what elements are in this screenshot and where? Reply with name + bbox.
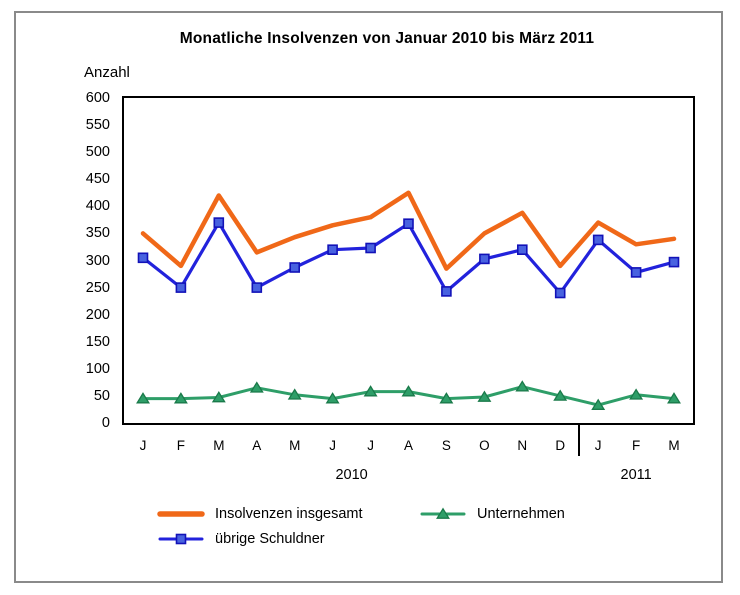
x-tick-label: F bbox=[631, 438, 641, 453]
legend-label: Insolvenzen insgesamt bbox=[215, 506, 363, 522]
y-axis-title: Anzahl bbox=[84, 64, 130, 81]
x-tick-label: O bbox=[479, 438, 490, 453]
triangle-marker bbox=[477, 390, 492, 402]
series-line bbox=[141, 220, 676, 295]
x-tick-label: F bbox=[176, 438, 186, 453]
square-marker bbox=[137, 252, 149, 264]
square-marker bbox=[289, 262, 300, 273]
triangle-marker bbox=[667, 392, 681, 404]
figure-border bbox=[14, 11, 723, 583]
square-marker bbox=[403, 218, 414, 229]
triangle-marker bbox=[249, 381, 264, 393]
square-marker bbox=[516, 244, 528, 255]
y-tick-label: 550 bbox=[85, 117, 110, 134]
square-marker bbox=[592, 234, 604, 246]
y-tick-label: 50 bbox=[93, 387, 110, 404]
legend-line-square-icon bbox=[158, 533, 204, 545]
x-tick-label: A bbox=[252, 438, 262, 453]
legend-item-insolvenzen-insgesamt: Insolvenzen insgesamt bbox=[157, 506, 363, 522]
chart-title: Monatliche Insolvenzen von Januar 2010 b… bbox=[179, 30, 595, 47]
square-marker bbox=[554, 287, 566, 299]
y-tick-label: 500 bbox=[85, 144, 110, 161]
chart-canvas bbox=[136, 190, 681, 410]
x-tick-label: A bbox=[403, 438, 413, 453]
y-tick-label: 450 bbox=[85, 171, 110, 188]
y-tick-label: 300 bbox=[85, 252, 110, 269]
x-tick-label: S bbox=[441, 438, 451, 453]
x-tick-label: J bbox=[329, 438, 336, 453]
x-tick-label: M bbox=[289, 438, 301, 453]
square-marker bbox=[630, 267, 642, 278]
triangle-marker bbox=[136, 392, 150, 404]
legend-label: übrige Schuldner bbox=[215, 531, 325, 547]
y-tick-label: 600 bbox=[85, 90, 110, 106]
x-tick-label: J bbox=[367, 438, 374, 453]
square-marker bbox=[479, 253, 490, 265]
legend-label: Unternehmen bbox=[477, 506, 565, 522]
x-tick-label: J bbox=[594, 438, 602, 453]
triangle-marker bbox=[629, 388, 644, 400]
square-marker bbox=[365, 242, 376, 254]
x-tick-label: M bbox=[213, 438, 225, 453]
y-tick-label: 250 bbox=[85, 279, 110, 296]
triangle-marker bbox=[363, 385, 378, 397]
series-line bbox=[140, 190, 677, 271]
legend-line-orange-icon bbox=[157, 511, 205, 517]
year-label-2010: 2010 bbox=[335, 467, 368, 483]
y-tick-label: 200 bbox=[85, 306, 110, 323]
x-tick-label: J bbox=[139, 438, 147, 453]
x-tick-label: M bbox=[668, 438, 680, 453]
square-marker bbox=[668, 256, 680, 268]
x-tick-label: N bbox=[517, 438, 528, 453]
y-tick-label: 400 bbox=[85, 198, 110, 215]
triangle-marker bbox=[211, 391, 226, 403]
triangle-marker bbox=[515, 380, 530, 392]
square-marker bbox=[175, 282, 187, 293]
legend-item-unternehmen: Unternehmen bbox=[420, 506, 565, 522]
y-tick-label: 0 bbox=[101, 415, 110, 431]
plot-area bbox=[122, 96, 695, 425]
square-marker bbox=[251, 282, 263, 293]
square-marker bbox=[327, 244, 338, 255]
x-tick-label: D bbox=[555, 438, 566, 453]
year-label-2011: 2011 bbox=[620, 467, 652, 483]
legend-item-uebrige-schuldner: übrige Schuldner bbox=[158, 531, 325, 547]
triangle-marker bbox=[591, 398, 606, 410]
triangle-marker bbox=[553, 389, 568, 401]
y-tick-label: 100 bbox=[85, 360, 110, 377]
triangle-marker bbox=[173, 392, 188, 404]
y-tick-label: 350 bbox=[85, 225, 110, 242]
triangle-marker bbox=[401, 385, 416, 397]
triangle-marker bbox=[325, 392, 340, 404]
triangle-marker bbox=[439, 392, 454, 404]
legend-line-triangle-icon bbox=[420, 507, 466, 519]
year-separator-line bbox=[578, 423, 581, 456]
square-marker bbox=[441, 286, 452, 297]
triangle-marker bbox=[287, 388, 302, 400]
square-marker bbox=[213, 217, 225, 228]
y-tick-label: 150 bbox=[85, 333, 110, 350]
